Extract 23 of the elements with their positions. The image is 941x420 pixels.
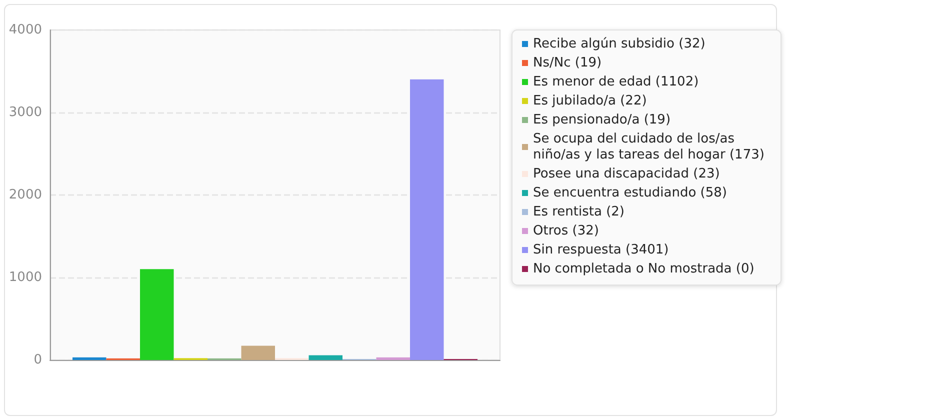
legend-label: Es rentista (2) — [533, 204, 625, 220]
y-tick-label: 1000 — [8, 270, 42, 285]
bar — [140, 269, 174, 360]
bar — [308, 355, 342, 360]
legend-label: Otros (32) — [533, 224, 599, 238]
legend-label: Se encuentra estudiando (58) — [533, 186, 727, 200]
bar — [72, 357, 106, 360]
bar — [376, 357, 410, 360]
legend-label: Es menor de edad (1102) — [533, 74, 699, 90]
bar — [410, 79, 444, 360]
y-tick-label: 3000 — [8, 105, 42, 120]
legend-label: Sin respuesta (3401) — [533, 242, 669, 258]
legend-label: Es pensionado/a (19) — [533, 112, 671, 128]
y-tick-label: 0 — [34, 352, 42, 368]
legend-label: Se ocupa del cuidado de los/as niño/as y las tareas del hogar (173) — [533, 132, 764, 162]
y-tick-label: 2000 — [8, 188, 42, 202]
y-tick-label: 4000 — [8, 22, 42, 38]
legend-label: Posee una discapacidad (23) — [533, 166, 720, 182]
bar — [241, 346, 275, 360]
legend-label: Es jubilado/a (22) — [533, 94, 647, 108]
legend-label: Ns/Nc (19) — [533, 56, 602, 70]
legend-label: No completada o No mostrada (0) — [533, 262, 754, 276]
legend-label: Recibe algún subsidio (32) — [533, 36, 706, 52]
